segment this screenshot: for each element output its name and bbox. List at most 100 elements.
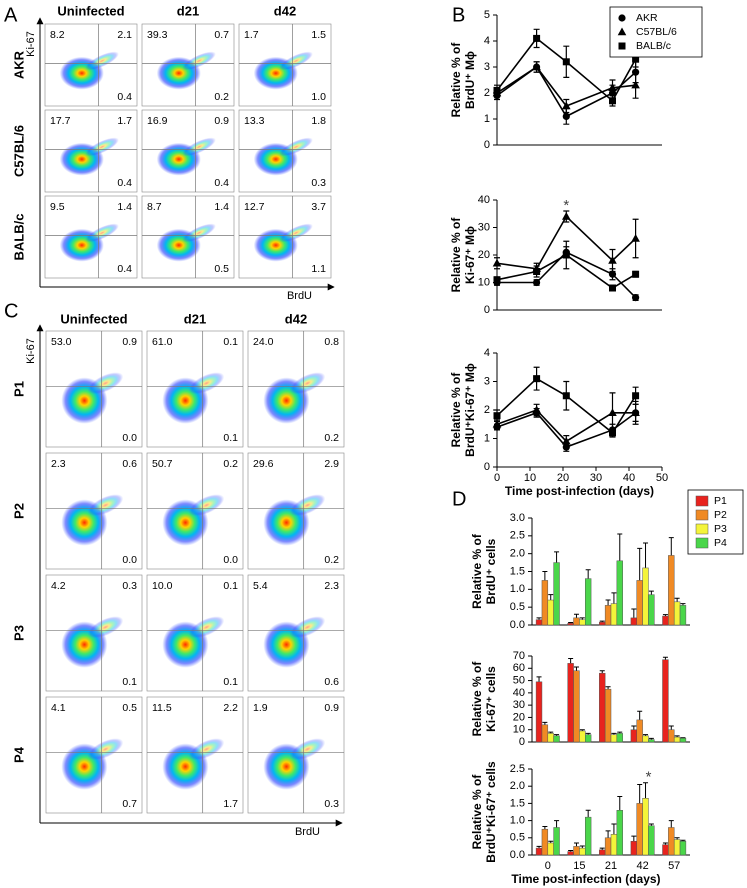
error-bar <box>542 721 548 725</box>
y-tick-label: 2 <box>484 87 490 99</box>
y-tick-label: 4 <box>484 35 490 47</box>
marker <box>631 234 640 242</box>
quadrant-value: 0.7 <box>214 29 229 41</box>
quadrant-value: 16.9 <box>147 115 168 127</box>
x-tick-label: 40 <box>623 472 635 484</box>
column-header: Uninfected <box>57 3 124 18</box>
quadrant-value: 1.5 <box>311 29 326 41</box>
annotation: * <box>646 769 652 786</box>
panel-label: D <box>452 488 466 510</box>
quadrant-value: 5.4 <box>253 580 268 592</box>
bar <box>541 580 549 626</box>
y-tick-label: 1.0 <box>510 583 525 595</box>
quadrant-value: 0.2 <box>223 458 238 470</box>
density-tail <box>188 372 225 395</box>
y-tick-label: 0 <box>484 461 490 473</box>
y-tick-label: 5 <box>484 9 490 21</box>
error-bar <box>536 676 542 682</box>
quadrant-value: 0.3 <box>324 798 339 810</box>
y-tick-label: 40 <box>478 194 490 206</box>
error-bar <box>631 835 637 842</box>
y-tick-label: 3.0 <box>510 512 525 524</box>
y-tick-label: 2.0 <box>510 780 525 792</box>
row-label: AKR <box>11 50 26 79</box>
quadrant-value: 0.1 <box>223 580 238 592</box>
density-tail <box>289 616 326 639</box>
bar <box>679 840 687 856</box>
marker <box>533 375 541 383</box>
error-bar <box>611 823 617 835</box>
marker <box>609 284 616 292</box>
error-bar <box>637 710 643 720</box>
quadrant-value: 24.0 <box>253 336 274 348</box>
error-bar <box>585 809 591 818</box>
marker <box>532 62 541 71</box>
density-tail <box>289 738 326 761</box>
marker <box>632 294 640 302</box>
bar <box>584 578 592 626</box>
bar <box>610 603 618 626</box>
legend-label: P3 <box>714 523 727 535</box>
y-tick-label: 0.5 <box>510 601 525 613</box>
y-tick-label: 3 <box>484 61 490 73</box>
bar <box>636 719 643 743</box>
y-tick-label: 1.0 <box>510 815 525 827</box>
y-tick-label: 50 <box>513 674 525 686</box>
y-tick-label: 1 <box>484 432 490 444</box>
quadrant-value: 3.7 <box>311 201 326 213</box>
quadrant-value: 0.0 <box>223 554 238 566</box>
y-tick-label: 10 <box>513 724 525 736</box>
y-tick-label: 3 <box>484 375 490 387</box>
density-tail <box>87 616 124 639</box>
error-bar <box>579 845 585 849</box>
quadrant-value: 1.4 <box>214 201 229 213</box>
axis-label: Ki-67 <box>25 31 37 57</box>
density-tail <box>87 738 124 761</box>
error-bar <box>668 820 674 828</box>
quadrant-value: 39.3 <box>147 29 168 41</box>
bar <box>662 659 669 743</box>
y-tick-label: 20 <box>478 249 490 261</box>
bar <box>553 735 560 743</box>
y-tick-label: 0.5 <box>510 832 525 844</box>
panel-label: A <box>4 4 18 26</box>
error-bar <box>548 594 554 601</box>
quadrant-value: 10.0 <box>152 580 173 592</box>
quadrant-value: 50.7 <box>152 458 173 470</box>
marker <box>608 270 617 278</box>
marker <box>562 436 571 445</box>
marker <box>608 408 617 417</box>
quadrant-value: 0.2 <box>214 91 229 103</box>
density-tail <box>289 372 326 395</box>
y-axis-label: BrdU⁺ Mϕ <box>463 51 477 109</box>
quadrant-value: 0.4 <box>117 177 132 189</box>
error-bar <box>648 590 654 595</box>
quadrant-value: 0.8 <box>324 336 339 348</box>
x-tick-label: 10 <box>524 472 536 484</box>
quadrant-value: 0.9 <box>122 336 137 348</box>
y-tick-label: 4 <box>484 347 490 359</box>
error-bar <box>674 837 680 840</box>
y-tick-label: 70 <box>513 650 525 662</box>
bar <box>648 594 655 626</box>
density-tail <box>85 223 119 243</box>
marker <box>492 258 502 267</box>
bar <box>642 735 649 743</box>
quadrant-value: 29.6 <box>253 458 274 470</box>
quadrant-value: 0.5 <box>122 702 137 714</box>
y-axis-label: Relative % of <box>449 217 463 293</box>
quadrant-value: 0.1 <box>223 432 238 444</box>
error-bar <box>668 725 674 730</box>
bar <box>553 562 560 626</box>
error-bar <box>617 796 623 811</box>
marker <box>562 101 571 110</box>
y-tick-label: 2.5 <box>510 763 525 775</box>
x-axis-label: Time post-infection (days) <box>505 484 654 498</box>
bar <box>604 605 612 626</box>
marker <box>632 270 640 278</box>
quadrant-value: 1.0 <box>311 91 326 103</box>
marker <box>631 408 640 417</box>
quadrant-value: 0.9 <box>324 702 339 714</box>
bar <box>547 733 554 743</box>
column-header: Uninfected <box>60 311 127 326</box>
